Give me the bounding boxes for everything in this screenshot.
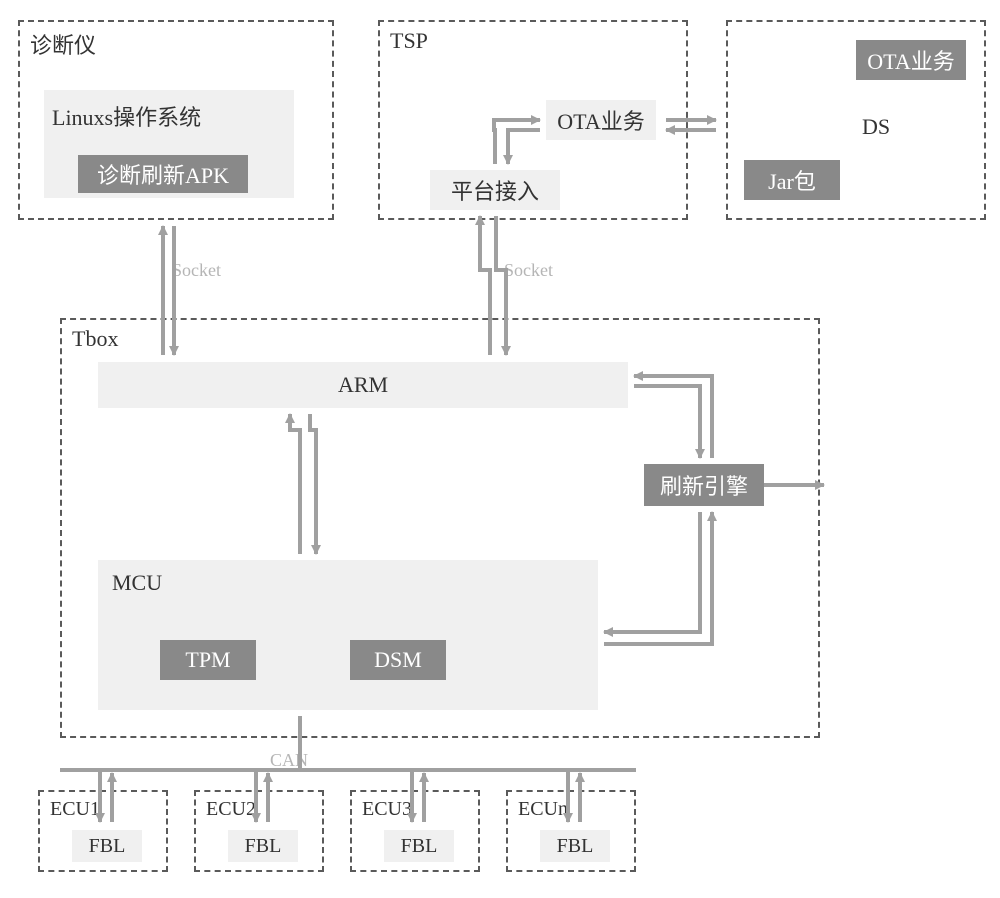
socket2-label: Socket — [504, 260, 553, 281]
node-fbl3: FBL — [384, 830, 454, 862]
mcu-label: MCU — [112, 570, 162, 596]
tbox-title: Tbox — [72, 326, 118, 352]
platform-label: 平台接入 — [451, 174, 539, 206]
node-apk: 诊断刷新APK — [78, 155, 248, 193]
ecu3-title: ECU3 — [362, 798, 412, 821]
engine-label: 刷新引擎 — [660, 469, 748, 501]
node-dsm: DSM — [350, 640, 446, 680]
linux-label: Linuxs操作系统 — [52, 100, 201, 132]
fbl2-label: FBL — [245, 835, 282, 858]
ecu2-title: ECU2 — [206, 798, 256, 821]
fbl1-label: FBL — [89, 835, 126, 858]
node-tpm: TPM — [160, 640, 256, 680]
socket1-label: Socket — [172, 260, 221, 281]
ecu1-title: ECU1 — [50, 798, 100, 821]
node-mcu: MCU — [98, 560, 598, 710]
ds-title: DS — [862, 114, 890, 140]
ecun-title: ECUn — [518, 798, 568, 821]
fbln-label: FBL — [557, 835, 594, 858]
node-fbl1: FBL — [72, 830, 142, 862]
can-label: CAN — [270, 750, 308, 771]
node-jar: Jar包 — [744, 160, 840, 200]
node-platform: 平台接入 — [430, 170, 560, 210]
node-fbln: FBL — [540, 830, 610, 862]
node-engine: 刷新引擎 — [644, 464, 764, 506]
fbl3-label: FBL — [401, 835, 438, 858]
jar-label: Jar包 — [768, 164, 816, 196]
dsm-label: DSM — [374, 647, 422, 673]
node-ota: OTA业务 — [546, 100, 656, 140]
node-arm: ARM — [98, 362, 628, 408]
ota-label: OTA业务 — [557, 104, 644, 136]
node-fbl2: FBL — [228, 830, 298, 862]
diag-title: 诊断仪 — [30, 28, 96, 60]
node-ota2: OTA业务 — [856, 40, 966, 80]
apk-label: 诊断刷新APK — [97, 158, 229, 190]
tpm-label: TPM — [185, 647, 230, 673]
arm-label: ARM — [338, 372, 388, 398]
tsp-title: TSP — [390, 28, 428, 54]
ota2-label: OTA业务 — [867, 44, 954, 76]
